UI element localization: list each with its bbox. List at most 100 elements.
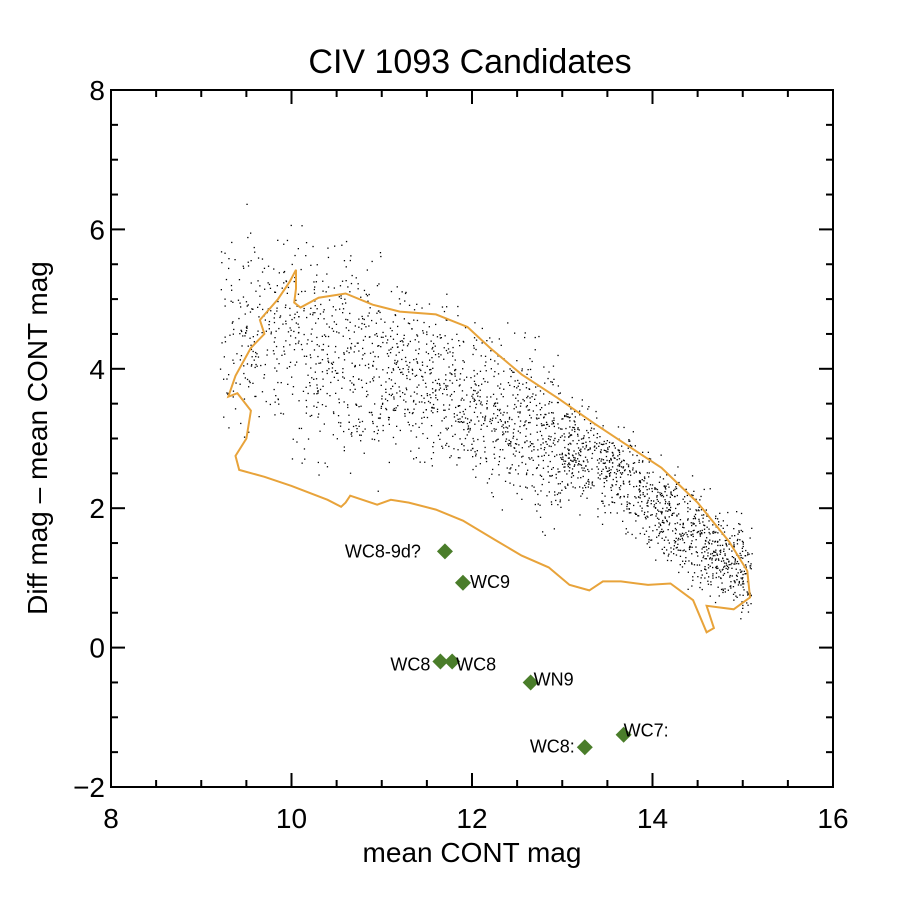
field-point bbox=[443, 409, 445, 411]
field-point bbox=[519, 420, 522, 422]
field-point bbox=[349, 312, 351, 315]
field-point bbox=[404, 292, 407, 295]
field-point bbox=[314, 312, 316, 314]
field-point bbox=[604, 495, 606, 497]
field-point bbox=[446, 394, 448, 396]
field-point bbox=[499, 419, 501, 421]
field-point bbox=[684, 501, 686, 503]
field-point bbox=[447, 352, 449, 354]
field-point bbox=[494, 360, 496, 362]
field-point bbox=[525, 486, 527, 488]
field-point bbox=[639, 532, 641, 535]
field-point bbox=[491, 419, 493, 422]
field-point bbox=[555, 499, 557, 502]
field-point bbox=[232, 321, 234, 323]
field-point bbox=[691, 585, 693, 587]
field-point bbox=[450, 373, 452, 375]
field-point bbox=[293, 280, 295, 283]
field-point bbox=[744, 573, 746, 575]
field-point bbox=[581, 399, 583, 401]
field-point bbox=[724, 554, 726, 557]
field-point bbox=[544, 382, 546, 384]
field-point bbox=[239, 333, 241, 335]
field-point bbox=[311, 328, 313, 330]
field-point bbox=[499, 387, 501, 389]
field-point bbox=[626, 463, 628, 465]
field-point bbox=[507, 322, 509, 324]
field-point bbox=[396, 333, 398, 335]
field-point bbox=[573, 427, 575, 429]
field-point bbox=[411, 328, 413, 330]
field-point bbox=[446, 293, 448, 295]
field-point bbox=[700, 577, 702, 579]
field-point bbox=[742, 594, 744, 596]
field-point bbox=[286, 292, 288, 294]
field-point bbox=[395, 443, 397, 445]
field-point bbox=[581, 405, 583, 407]
field-point bbox=[295, 343, 297, 345]
field-point bbox=[430, 425, 433, 427]
field-point bbox=[571, 396, 573, 399]
field-point bbox=[664, 487, 666, 489]
field-point bbox=[699, 582, 702, 584]
field-point bbox=[666, 520, 668, 523]
field-point bbox=[475, 455, 477, 457]
field-point bbox=[542, 467, 545, 469]
field-point bbox=[319, 313, 322, 315]
field-point bbox=[591, 482, 593, 484]
field-point bbox=[598, 442, 601, 444]
field-point bbox=[732, 593, 735, 595]
field-point bbox=[716, 567, 718, 570]
field-point bbox=[695, 551, 697, 553]
field-point bbox=[307, 339, 309, 341]
field-point bbox=[738, 580, 740, 583]
field-point bbox=[408, 424, 410, 426]
field-point bbox=[427, 353, 430, 355]
field-point bbox=[444, 409, 446, 411]
field-point bbox=[571, 472, 573, 475]
field-point bbox=[667, 529, 669, 531]
field-point bbox=[513, 447, 515, 449]
field-point bbox=[221, 342, 223, 344]
field-point bbox=[735, 574, 738, 576]
field-point bbox=[334, 351, 336, 353]
field-point bbox=[380, 405, 383, 408]
field-point bbox=[652, 471, 654, 473]
field-point bbox=[372, 351, 374, 353]
field-point bbox=[584, 456, 587, 458]
field-point bbox=[583, 467, 585, 469]
field-point bbox=[511, 418, 513, 421]
field-point bbox=[730, 563, 732, 566]
field-point bbox=[510, 445, 512, 447]
field-point bbox=[622, 482, 625, 484]
field-point bbox=[557, 441, 559, 443]
field-point bbox=[242, 296, 245, 298]
field-point bbox=[421, 417, 423, 419]
field-point bbox=[548, 401, 551, 403]
field-point bbox=[619, 465, 621, 467]
field-point bbox=[352, 391, 354, 393]
field-point bbox=[733, 563, 735, 565]
x-tick-label: 12 bbox=[456, 803, 487, 834]
field-point bbox=[551, 420, 553, 422]
x-tick-label: 14 bbox=[637, 803, 668, 834]
field-point bbox=[656, 488, 659, 491]
field-point bbox=[568, 436, 570, 438]
field-point bbox=[513, 408, 515, 410]
field-point bbox=[245, 332, 247, 334]
field-point bbox=[448, 366, 450, 368]
field-point bbox=[401, 358, 403, 361]
field-point bbox=[392, 385, 394, 387]
field-point bbox=[679, 533, 681, 535]
field-point bbox=[408, 323, 411, 325]
field-point bbox=[357, 342, 359, 344]
field-point bbox=[377, 429, 379, 431]
field-point bbox=[722, 557, 724, 560]
field-point bbox=[362, 347, 364, 350]
field-point bbox=[388, 423, 390, 425]
field-point bbox=[431, 407, 433, 409]
field-point bbox=[462, 368, 464, 370]
field-point bbox=[681, 537, 683, 539]
field-point bbox=[303, 310, 305, 312]
field-point bbox=[401, 291, 403, 293]
